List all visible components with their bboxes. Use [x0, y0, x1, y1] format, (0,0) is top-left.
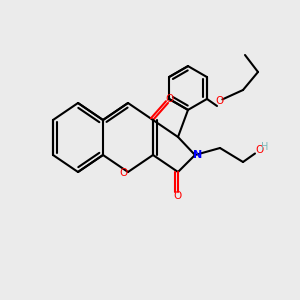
Text: O: O: [216, 97, 224, 106]
Text: O: O: [119, 169, 128, 178]
Text: N: N: [193, 150, 202, 160]
Text: O: O: [255, 145, 264, 154]
Text: O: O: [165, 94, 174, 104]
Text: O: O: [174, 190, 182, 201]
Text: H: H: [261, 142, 268, 152]
